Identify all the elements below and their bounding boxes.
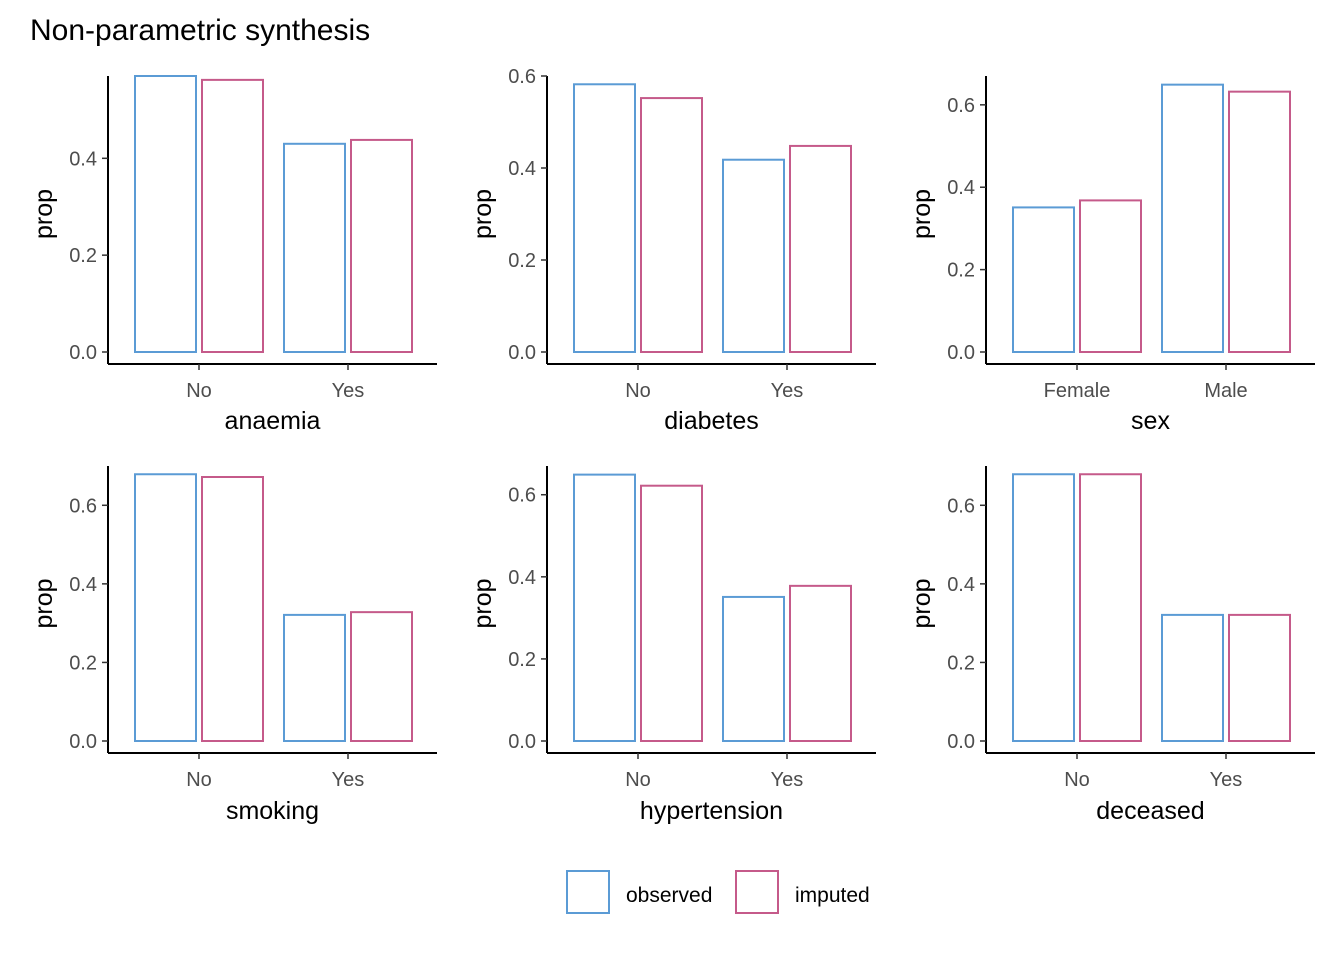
x-tick-label: No [1064, 769, 1090, 791]
bar-imputed-male [1228, 90, 1291, 354]
y-axis-title: prop [908, 578, 936, 628]
y-tick-label: 0.0 [69, 731, 97, 753]
bar-imputed-yes [789, 584, 852, 743]
bar-observed-yes [283, 613, 346, 743]
x-tick-label: Yes [771, 769, 804, 791]
y-tick-label: 0.6 [69, 495, 97, 517]
bar-observed-no [573, 473, 636, 742]
bar-imputed-no [1079, 473, 1142, 742]
y-tick-label: 0.6 [947, 495, 975, 517]
x-axis-title: hypertension [640, 797, 783, 825]
y-axis-title: prop [30, 189, 58, 239]
x-axis-title: smoking [226, 797, 319, 825]
y-tick-label: 0.2 [508, 649, 536, 671]
x-tick-label: Yes [332, 380, 365, 402]
y-tick-label: 0.4 [69, 574, 97, 596]
legend: observed imputed [566, 870, 870, 914]
bar-imputed-yes [350, 138, 413, 353]
y-tick-label: 0.4 [69, 148, 97, 170]
y-tick-label: 0.4 [508, 158, 536, 180]
bar-imputed-yes [350, 611, 413, 743]
facet-panels: 0.0 0.2 0.4 prop No Yes anaemia 0.0 0.2 0.4 0.6 pro… [30, 66, 1315, 825]
bar-observed-yes [722, 158, 785, 353]
bar-observed-yes [1161, 613, 1224, 743]
x-tick-label: Male [1204, 380, 1247, 402]
bar-observed-no [134, 75, 197, 353]
x-tick-label: No [625, 769, 651, 791]
bar-observed-no [134, 473, 197, 742]
bar-imputed-female [1079, 199, 1142, 353]
y-tick-label: 0.2 [508, 250, 536, 272]
y-tick-label: 0.2 [69, 245, 97, 267]
y-tick-label: 0.6 [947, 95, 975, 117]
y-axis-title: prop [469, 189, 497, 239]
legend-key-imputed [735, 870, 779, 914]
bar-imputed-no [640, 97, 703, 353]
panel-diabetes: 0.0 0.2 0.4 0.6 prop No Yes diabetes [469, 66, 876, 435]
panel-smoking: 0.0 0.2 0.4 0.6 prop No Yes smoking [30, 466, 437, 825]
x-axis-title: anaemia [225, 407, 321, 435]
legend-key-observed [566, 870, 610, 914]
bar-observed-female [1012, 206, 1075, 353]
y-tick-label: 0.2 [69, 652, 97, 674]
y-axis-title: prop [908, 189, 936, 239]
x-tick-label: No [625, 380, 651, 402]
y-tick-label: 0.6 [508, 485, 536, 507]
legend-label-imputed: imputed [795, 884, 870, 907]
y-tick-label: 0.0 [69, 342, 97, 364]
bar-observed-male [1161, 83, 1224, 353]
y-tick-label: 0.0 [508, 342, 536, 364]
y-tick-label: 0.6 [508, 66, 536, 88]
chart-title: Non-parametric synthesis [30, 14, 370, 47]
bar-observed-no [573, 83, 636, 353]
x-axis-title: diabetes [664, 407, 759, 435]
bar-observed-no [1012, 473, 1075, 742]
bar-imputed-yes [789, 144, 852, 353]
y-tick-label: 0.0 [947, 731, 975, 753]
x-tick-label: Yes [332, 769, 365, 791]
x-tick-label: Yes [1210, 769, 1243, 791]
x-tick-label: No [186, 380, 212, 402]
bar-observed-yes [283, 142, 346, 353]
y-tick-label: 0.4 [947, 574, 975, 596]
x-axis-title: sex [1131, 407, 1170, 435]
x-axis-title: deceased [1096, 797, 1204, 825]
y-tick-label: 0.4 [947, 177, 975, 199]
y-tick-label: 0.0 [947, 342, 975, 364]
x-tick-label: No [186, 769, 212, 791]
y-axis-title: prop [30, 578, 58, 628]
bar-imputed-yes [1228, 613, 1291, 743]
x-tick-label: Yes [771, 380, 804, 402]
bar-imputed-no [640, 484, 703, 743]
y-tick-label: 0.2 [947, 652, 975, 674]
bar-imputed-no [201, 476, 264, 742]
bar-imputed-no [201, 78, 264, 353]
y-tick-label: 0.0 [508, 731, 536, 753]
panel-sex: 0.0 0.2 0.4 0.6 prop Female Male sex [908, 76, 1315, 435]
legend-label-observed: observed [626, 884, 712, 907]
panel-anaemia: 0.0 0.2 0.4 prop No Yes anaemia [30, 75, 437, 435]
panel-hypertension: 0.0 0.2 0.4 0.6 prop No Yes hypertension [469, 466, 876, 825]
y-axis-title: prop [469, 578, 497, 628]
x-tick-label: Female [1044, 380, 1111, 402]
bar-observed-yes [722, 595, 785, 743]
y-tick-label: 0.4 [508, 567, 536, 589]
panel-deceased: 0.0 0.2 0.4 0.6 prop No Yes deceased [908, 466, 1315, 825]
y-tick-label: 0.2 [947, 260, 975, 282]
